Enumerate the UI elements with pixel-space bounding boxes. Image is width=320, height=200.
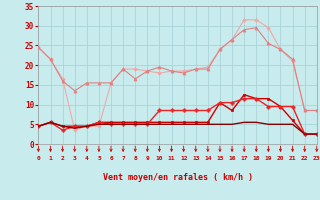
X-axis label: Vent moyen/en rafales ( km/h ): Vent moyen/en rafales ( km/h ): [103, 173, 252, 182]
